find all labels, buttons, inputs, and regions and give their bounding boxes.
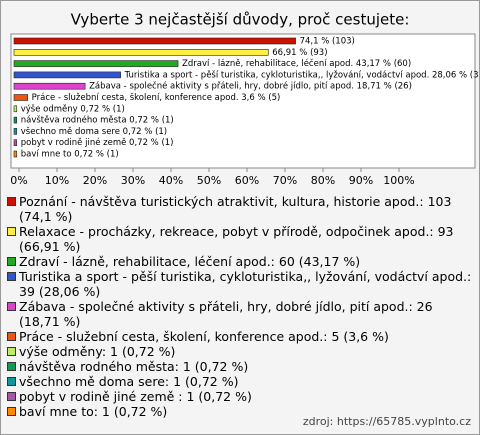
bar — [13, 116, 18, 124]
bar-label: Zábava - společné aktivity s přáteli, hr… — [89, 81, 412, 92]
legend-item: Relaxace - procházky, rekreace, pobyt v … — [7, 224, 475, 254]
legend-label: Práce - služební cesta, školení, konfere… — [19, 329, 389, 344]
legend-label: Zdraví - lázně, rehabilitace, léčení apo… — [19, 254, 361, 269]
legend-item: Práce - služební cesta, školení, konfere… — [7, 329, 475, 344]
legend-item: všechno mě doma sere: 1 (0,72 %) — [7, 374, 475, 389]
x-tick-label: 60% — [235, 174, 259, 187]
x-tick-label: 40% — [159, 174, 183, 187]
bar-label: 66,91 % (93) — [272, 48, 327, 58]
x-tick-label: 70% — [273, 174, 297, 187]
x-tick-label: 50% — [197, 174, 221, 187]
bar-label: výše odměny 0,72 % (1) — [21, 103, 125, 114]
x-tick-label: 90% — [349, 174, 373, 187]
legend-item: Zábava - společné aktivity s přáteli, hr… — [7, 299, 475, 329]
legend-label: návštěva rodného města: 1 (0,72 %) — [19, 359, 249, 374]
legend-label: baví mne to: 1 (0,72 %) — [19, 404, 168, 419]
x-tick-label: 30% — [121, 174, 145, 187]
plot-area — [10, 33, 476, 169]
x-tick-label: 100% — [383, 174, 414, 187]
legend-item: návštěva rodného města: 1 (0,72 %) — [7, 359, 475, 374]
legend: Poznání - návštěva turistických atraktiv… — [7, 194, 475, 419]
bar — [13, 82, 86, 90]
legend-swatch — [7, 347, 16, 356]
legend-swatch — [7, 272, 16, 281]
legend-swatch — [7, 227, 16, 236]
legend-swatch — [7, 257, 16, 266]
legend-label: Poznání - návštěva turistických atraktiv… — [19, 194, 452, 224]
bar — [13, 139, 18, 146]
x-tick-label: 80% — [311, 174, 335, 187]
bar — [13, 150, 18, 158]
bar-label: Zdraví - lázně, rehabilitace, léčení apo… — [182, 58, 411, 69]
legend-label: Relaxace - procházky, rekreace, pobyt v … — [19, 224, 454, 254]
bar — [13, 128, 18, 135]
legend-swatch — [7, 377, 16, 386]
bar — [13, 48, 269, 56]
legend-swatch — [7, 362, 16, 371]
chart-title: Vyberte 3 nejčastější důvody, proč cestu… — [71, 11, 410, 29]
bar-label: návštěva rodného města 0,72 % (1) — [21, 115, 174, 126]
legend-swatch — [7, 302, 16, 311]
legend-swatch — [7, 392, 16, 401]
bar — [13, 94, 28, 101]
legend-item: Zdraví - lázně, rehabilitace, léčení apo… — [7, 254, 475, 269]
legend-label: pobyt v rodině jiné země : 1 (0,72 %) — [19, 389, 252, 404]
legend-item: Turistika a sport - pěší turistika, cykl… — [7, 269, 475, 299]
bar-label: Turistika a sport - pěší turistika, cykl… — [124, 69, 479, 80]
bar-label: všechno mě doma sere 0,72 % (1) — [21, 126, 167, 137]
legend-label: všechno mě doma sere: 1 (0,72 %) — [19, 374, 239, 389]
legend-item: výše odměny: 1 (0,72 %) — [7, 344, 475, 359]
x-tick-label: 20% — [83, 174, 107, 187]
legend-item: pobyt v rodině jiné země : 1 (0,72 %) — [7, 389, 475, 404]
source: zdroj: https://65785.vyplnto.cz — [302, 415, 471, 428]
legend-swatch — [7, 332, 16, 341]
bar-label: Práce - služební cesta, školení, konfere… — [32, 92, 281, 103]
legend-label: výše odměny: 1 (0,72 %) — [19, 344, 176, 359]
legend-item: baví mne to: 1 (0,72 %) — [7, 404, 475, 419]
legend-item: Poznání - návštěva turistických atraktiv… — [7, 194, 475, 224]
bar — [13, 37, 296, 45]
legend-label: Turistika a sport - pěší turistika, cykl… — [19, 269, 472, 299]
legend-swatch — [7, 197, 16, 206]
bar — [13, 105, 18, 113]
legend-label: Zábava - společné aktivity s přáteli, hr… — [19, 299, 433, 329]
x-tick-label: 10% — [45, 174, 69, 187]
bar-label: 74,1 % (103) — [300, 37, 355, 47]
legend-swatch — [7, 407, 16, 416]
bar — [13, 71, 121, 79]
chart: Vyberte 3 nejčastější důvody, proč cestu… — [10, 11, 479, 188]
bar — [13, 60, 179, 67]
bar-label: pobyt v rodině jiné země 0,72 % (1) — [21, 137, 174, 148]
x-tick-label: 0% — [10, 174, 27, 187]
bar-label: baví mne to 0,72 % (1) — [21, 150, 119, 160]
